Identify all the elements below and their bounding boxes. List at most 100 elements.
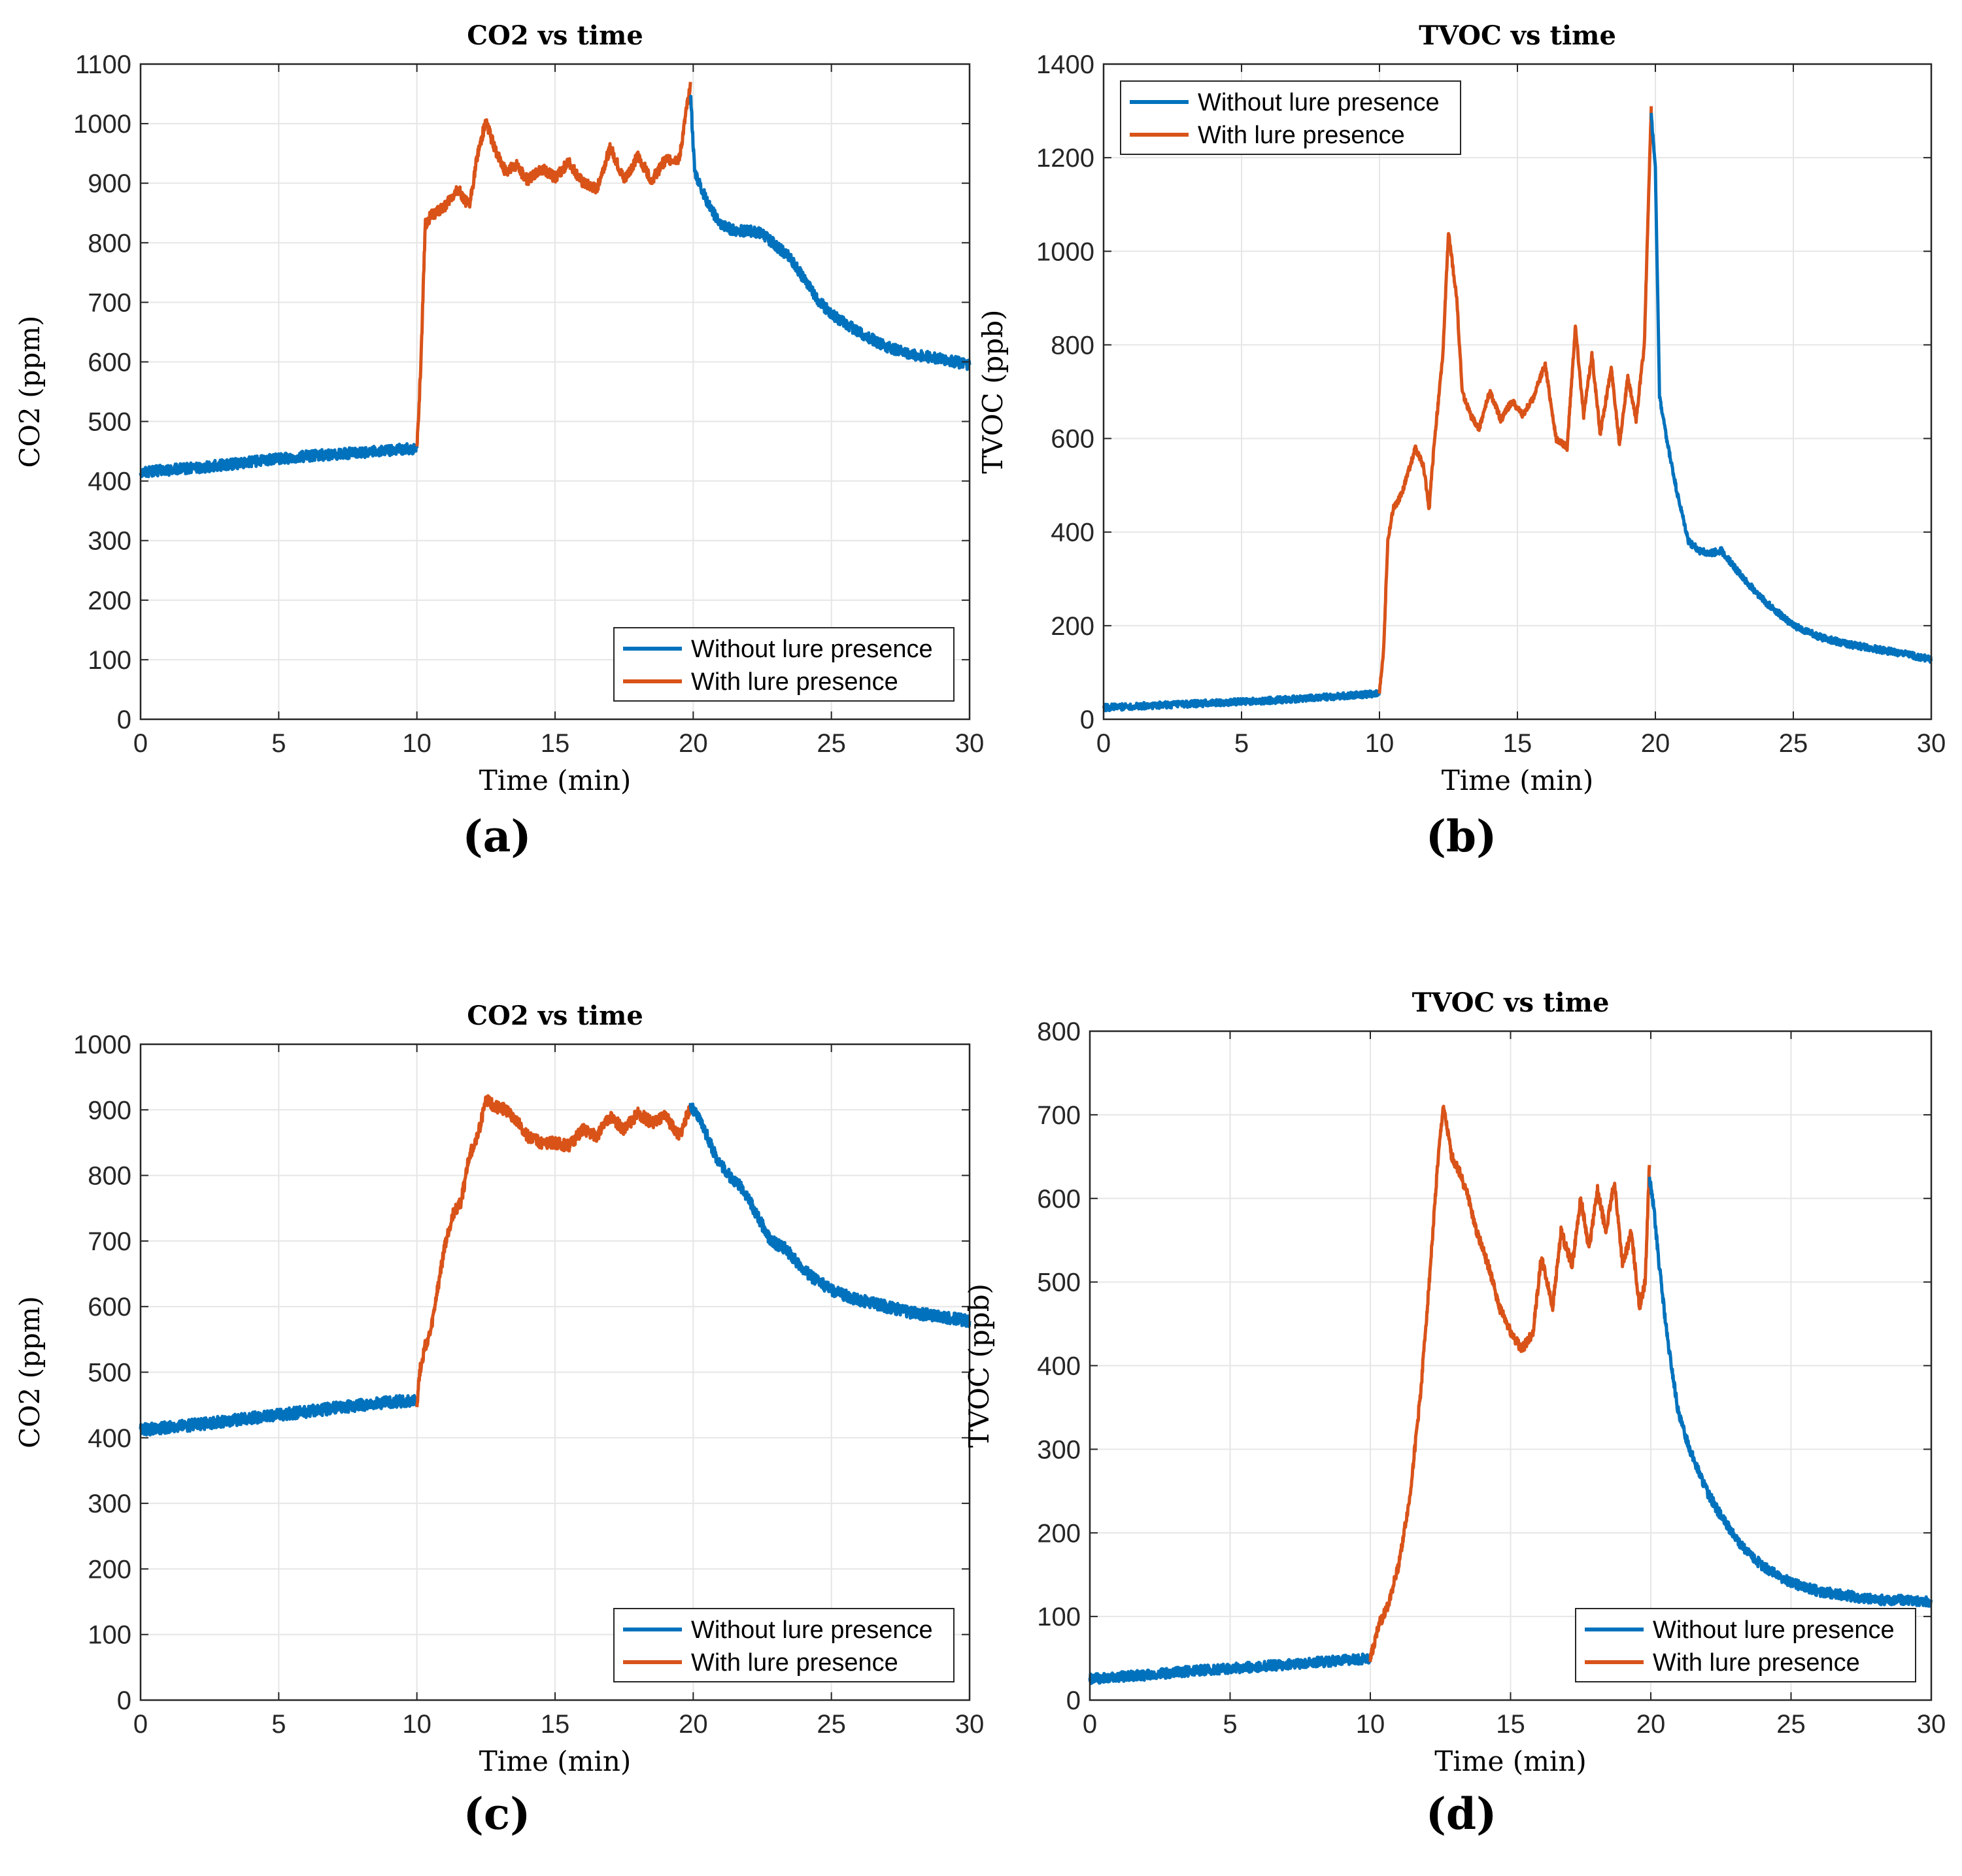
y-axis-label: CO2 (ppm) bbox=[14, 315, 46, 468]
caption-c: (c) bbox=[463, 1788, 531, 1839]
x-tick-label: 5 bbox=[1223, 1710, 1237, 1739]
y-tick-label: 400 bbox=[88, 468, 131, 496]
series-line-without-lure-2 bbox=[1649, 112, 1933, 664]
x-tick-label: 25 bbox=[817, 729, 846, 758]
legend-label-with-lure: With lure presence bbox=[691, 668, 898, 696]
x-tick-label: 5 bbox=[271, 1710, 286, 1739]
series-line-without-lure-0 bbox=[139, 1393, 419, 1437]
series-line-with-lure-1 bbox=[415, 1094, 692, 1408]
x-tick-label: 15 bbox=[541, 729, 570, 758]
legend-label-without-lure: Without lure presence bbox=[691, 1616, 933, 1644]
x-tick-label: 25 bbox=[1776, 1710, 1806, 1739]
panel-a: 0 5 10 15 20 25 30 0 100 200 300 400 500 600 700 800 900… bbox=[0, 0, 984, 844]
x-tick-label: 20 bbox=[1636, 1710, 1666, 1739]
y-tick-label: 0 bbox=[1066, 1686, 1081, 1715]
y-tick-label: 1000 bbox=[1036, 237, 1094, 266]
caption-b: (b) bbox=[1425, 811, 1497, 862]
y-tick-label: 800 bbox=[1051, 331, 1094, 360]
series-line-without-lure-0 bbox=[139, 442, 419, 479]
x-tick-label: 0 bbox=[133, 1710, 148, 1739]
x-tick-label: 25 bbox=[817, 1710, 846, 1739]
y-axis-label: TVOC (ppb) bbox=[977, 310, 1009, 474]
panel-c: 0 5 10 15 20 25 30 0 100 200 300 400 500 600 700 800 900… bbox=[0, 942, 984, 1785]
y-tick-label: 0 bbox=[117, 1686, 131, 1715]
legend-box bbox=[1120, 80, 1461, 155]
x-tick-label: 30 bbox=[1917, 1710, 1946, 1739]
caption-a: (a) bbox=[462, 811, 532, 862]
y-axis-label: CO2 (ppm) bbox=[14, 1296, 46, 1448]
y-tick-label: 800 bbox=[88, 1162, 131, 1191]
y-tick-label: 900 bbox=[88, 1096, 131, 1125]
x-tick-label: 5 bbox=[271, 729, 286, 758]
legend: Without lure presence With lure presence bbox=[613, 627, 955, 702]
series-line-without-lure-2 bbox=[688, 1102, 972, 1329]
x-axis-label: Time (min) bbox=[1442, 764, 1594, 796]
x-tick-label: 15 bbox=[1503, 729, 1532, 758]
legend-label-with-lure: With lure presence bbox=[691, 1649, 898, 1677]
y-tick-label: 800 bbox=[88, 229, 131, 258]
x-tick-label: 30 bbox=[955, 1710, 985, 1739]
y-tick-label: 700 bbox=[88, 1227, 131, 1256]
y-tick-label: 700 bbox=[88, 288, 131, 317]
x-tick-label: 20 bbox=[679, 729, 708, 758]
y-tick-label: 300 bbox=[88, 527, 131, 556]
y-tick-label: 1200 bbox=[1036, 144, 1094, 173]
chart-title: TVOC vs time bbox=[1419, 20, 1616, 51]
legend-box bbox=[613, 627, 955, 702]
y-tick-label: 400 bbox=[1037, 1352, 1081, 1381]
legend: Without lure presence With lure presence bbox=[1120, 80, 1461, 155]
y-tick-label: 500 bbox=[88, 1359, 131, 1388]
x-tick-label: 10 bbox=[402, 729, 431, 758]
y-tick-label: 200 bbox=[88, 1555, 131, 1584]
legend-label-with-lure: With lure presence bbox=[1198, 122, 1405, 149]
y-axis-label: TVOC (ppb) bbox=[963, 1284, 995, 1448]
y-tick-label: 400 bbox=[1051, 519, 1094, 547]
caption-d: (d) bbox=[1425, 1788, 1497, 1839]
series-line-without-lure-2 bbox=[688, 94, 972, 371]
chart-c: 0 5 10 15 20 25 300100200300400500600700800900… bbox=[14, 1000, 984, 1777]
x-tick-label: 30 bbox=[1917, 729, 1946, 758]
x-axis-label: Time (min) bbox=[479, 764, 632, 796]
x-tick-label: 5 bbox=[1234, 729, 1249, 758]
y-tick-label: 900 bbox=[88, 169, 131, 198]
chart-b: 0 5 10 15 20 25 30 0 200 400 600 800 1000 1200 1400 TVO… bbox=[977, 20, 1946, 796]
legend-box bbox=[1575, 1608, 1916, 1682]
y-tick-label: 400 bbox=[88, 1424, 131, 1453]
y-tick-label: 1000 bbox=[73, 110, 131, 139]
legend: Without lure presence With lure presence bbox=[613, 1608, 955, 1682]
panel-b: 0 5 10 15 20 25 30 0 200 400 600 800 1000 1200 1400 TVO… bbox=[977, 0, 1962, 844]
y-tick-label: 100 bbox=[88, 1621, 131, 1650]
y-tick-label: 1400 bbox=[1036, 50, 1094, 79]
y-tick-label: 1000 bbox=[73, 1031, 131, 1059]
series-line-with-lure-1 bbox=[415, 82, 692, 447]
y-tick-label: 300 bbox=[1037, 1435, 1081, 1464]
series-line-without-lure-0 bbox=[1102, 689, 1381, 713]
y-tick-label: 200 bbox=[1037, 1519, 1081, 1548]
x-tick-label: 25 bbox=[1779, 729, 1808, 758]
y-tick-label: 200 bbox=[1051, 612, 1094, 641]
y-tick-label: 200 bbox=[88, 587, 131, 615]
y-tick-label: 600 bbox=[1037, 1185, 1081, 1214]
y-tick-label: 700 bbox=[1037, 1101, 1081, 1130]
chart-d: 0 5 10 15 20 25 300100200300400500600700800TVO… bbox=[963, 987, 1946, 1777]
x-tick-label: 10 bbox=[402, 1710, 431, 1739]
legend-label-without-lure: Without lure presence bbox=[691, 636, 933, 663]
x-tick-label: 30 bbox=[955, 729, 985, 758]
series-line-with-lure-1 bbox=[1378, 106, 1653, 694]
x-tick-label: 10 bbox=[1356, 1710, 1385, 1739]
x-tick-label: 20 bbox=[1641, 729, 1670, 758]
y-tick-label: 500 bbox=[88, 408, 131, 437]
chart-title: TVOC vs time bbox=[1412, 987, 1610, 1018]
chart-title: CO2 vs time bbox=[467, 20, 643, 51]
x-tick-label: 0 bbox=[133, 729, 148, 758]
x-tick-label: 20 bbox=[679, 1710, 708, 1739]
y-tick-label: 0 bbox=[1080, 706, 1094, 734]
series-line-without-lure-0 bbox=[1088, 1652, 1372, 1685]
x-tick-label: 15 bbox=[1496, 1710, 1525, 1739]
legend: Without lure presence With lure presence bbox=[1575, 1608, 1916, 1682]
y-tick-label: 600 bbox=[1051, 425, 1094, 454]
series-line-without-lure-2 bbox=[1648, 1176, 1933, 1608]
chart-title: CO2 vs time bbox=[467, 1000, 643, 1031]
legend-label-with-lure: With lure presence bbox=[1653, 1649, 1860, 1677]
